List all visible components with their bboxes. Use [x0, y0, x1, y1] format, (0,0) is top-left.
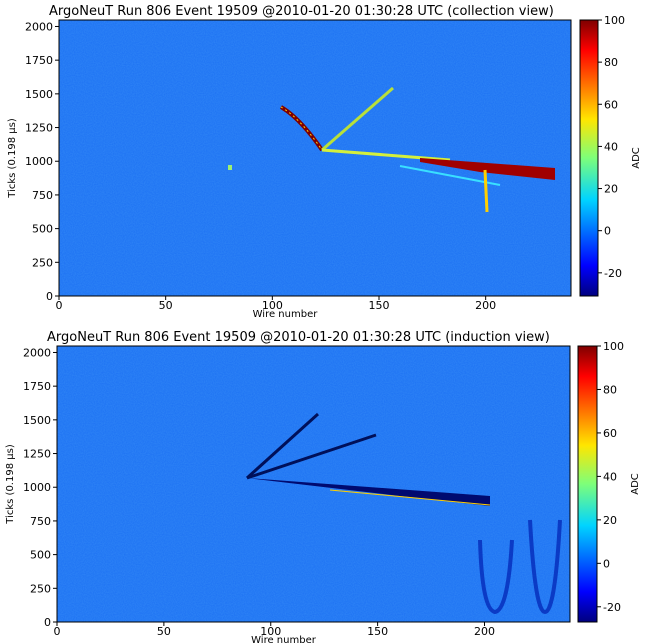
colorbar-tick-label: 20: [603, 514, 617, 527]
colorbar-tick-label: 80: [604, 56, 618, 69]
colorbar-label: ADC: [631, 147, 642, 169]
colorbar-label: ADC: [630, 473, 641, 495]
x-tick-label: 150: [369, 299, 390, 312]
colorbar-tick-label: 100: [603, 340, 624, 353]
chart-title: ArgoNeuT Run 806 Event 19509 @2010-01-20…: [49, 4, 554, 19]
colorbar-tick-label: 0: [604, 225, 611, 238]
y-tick-label: 250: [32, 256, 53, 269]
y-tick-label: 2000: [23, 346, 51, 359]
heatmap-image: [57, 346, 570, 622]
x-tick-label: 0: [56, 299, 63, 312]
x-tick-label: 150: [367, 625, 388, 638]
y-tick-label: 1750: [25, 54, 53, 67]
colorbar-tick-label: -20: [604, 267, 622, 280]
y-axis-label: Ticks (0.198 μs): [7, 118, 18, 199]
y-axis-label: Ticks (0.198 μs): [5, 444, 16, 525]
y-tick-label: 1250: [25, 122, 53, 135]
colorbar-tick-label: 60: [603, 427, 617, 440]
x-tick-label: 50: [157, 625, 171, 638]
y-tick-label: 0: [46, 290, 53, 303]
colorbar: [577, 345, 598, 623]
colorbar-tick-label: -20: [603, 601, 621, 614]
y-tick-label: 1250: [23, 448, 51, 461]
colorbar-tick-label: 40: [604, 140, 618, 153]
y-tick-label: 500: [30, 549, 51, 562]
x-tick-label: 200: [475, 299, 496, 312]
plot-frame: [58, 19, 572, 297]
y-tick-label: 1500: [25, 88, 53, 101]
colorbar-tick-label: 40: [603, 470, 617, 483]
y-tick-label: 750: [32, 189, 53, 202]
colorbar-tick-label: 100: [604, 14, 625, 27]
chart-title: ArgoNeuT Run 806 Event 19509 @2010-01-20…: [47, 330, 550, 345]
y-tick-label: 500: [32, 223, 53, 236]
heatmap-image: [59, 20, 571, 296]
y-tick-label: 1750: [23, 380, 51, 393]
y-tick-label: 2000: [25, 20, 53, 33]
y-tick-label: 0: [44, 616, 51, 629]
plot-frame: [56, 345, 571, 623]
x-axis-label: Wire number: [251, 635, 317, 644]
y-tick-label: 1000: [23, 481, 51, 494]
y-tick-label: 750: [30, 515, 51, 528]
x-tick-label: 100: [260, 625, 281, 638]
x-axis-label: Wire number: [253, 309, 319, 320]
colorbar-tick-label: 60: [604, 98, 618, 111]
colorbar-tick-label: 20: [604, 183, 618, 196]
colorbar-tick-label: 80: [603, 383, 617, 396]
x-tick-label: 100: [262, 299, 283, 312]
y-tick-label: 1000: [25, 155, 53, 168]
x-tick-label: 0: [54, 625, 61, 638]
colorbar: [579, 19, 599, 297]
colorbar-tick-label: 0: [603, 557, 610, 570]
y-tick-label: 250: [30, 582, 51, 595]
x-tick-label: 200: [474, 625, 495, 638]
x-tick-label: 50: [159, 299, 173, 312]
y-tick-label: 1500: [23, 414, 51, 427]
